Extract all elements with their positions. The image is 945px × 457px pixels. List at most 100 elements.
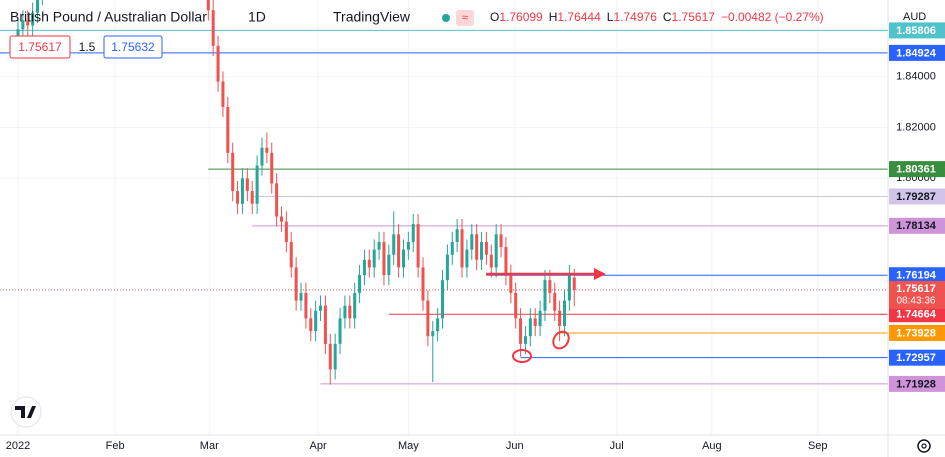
candle-body [206,0,210,11]
candle-body [294,267,298,301]
candle-body [450,241,454,255]
candle-body [216,45,220,82]
level-label-box [889,306,945,323]
buy-button[interactable] [103,35,163,59]
candle-body [382,241,386,276]
ohlc-value: 1.74976 [613,10,657,24]
candle-body [470,234,474,250]
candle-body [21,20,25,30]
sell-price: 1.75617 [18,40,62,54]
spread: 1.5 [79,40,96,54]
y-tick-label: 1.82000 [896,121,936,133]
current-price-label: 1.75617 [896,283,936,295]
candle-body [333,343,337,370]
candle-body [548,280,552,293]
candle-body [236,191,240,204]
circle-marker [512,349,532,363]
candle-body [231,152,235,192]
candle-body [401,249,405,268]
candle-body [406,241,410,250]
candle-body [211,10,215,46]
candle-body [528,318,532,337]
candle-body [509,275,513,293]
x-tick-label: Aug [702,440,722,452]
level-label: 1.84924 [896,47,937,59]
candle-body [289,241,293,268]
grid [0,0,888,435]
circle-marker [552,330,570,350]
x-tick-label: 2022 [6,440,30,452]
candle-body [543,280,547,311]
candle-body [338,318,342,344]
candle-body [519,318,523,344]
candle-body [572,277,576,290]
level-label-box [889,161,945,178]
currency: AUD [903,11,926,23]
candle-body [421,267,425,301]
candle-body [387,254,391,276]
candle-body [328,343,332,370]
x-tick-label: Apr [310,440,327,452]
candle-body [245,178,249,192]
level-label-box [889,217,945,234]
x-tick-label: Sep [808,440,828,452]
ohlc-key: O [490,10,499,24]
ohlc-value: 1.75617 [672,10,716,24]
candle-body [553,292,557,311]
level-label-box [889,44,945,61]
ohlc-key: L [607,10,614,24]
candle-body [221,81,225,107]
candle-body [348,305,352,319]
indicator-icon: ≈ [462,12,468,24]
chart-title: British Pound / Australian Dollar [10,9,207,25]
level-label-box [889,267,945,284]
x-tick-label: Mar [200,440,219,452]
candle-body [465,249,469,268]
candle-body [309,318,313,332]
settings-icon[interactable] [917,439,931,453]
level-label-box [889,375,945,392]
candle-body [353,292,357,319]
indicator-toggle[interactable] [456,10,474,26]
level-label: 1.71928 [896,378,936,390]
x-tick-label: May [398,440,419,452]
candle-body [279,216,284,222]
level-label: 1.74664 [896,309,937,321]
candle-body [436,318,440,332]
candle-body [499,234,503,248]
candle-body [319,305,323,311]
candle-body [240,178,244,204]
candle-body [323,305,327,344]
candle-body [538,310,542,327]
level-label: 1.76194 [896,270,937,282]
candle-body [250,191,254,204]
candle-body [504,247,508,276]
candle-body [314,310,318,332]
candle-body [480,241,484,260]
candle-body [440,280,445,319]
candle-body [358,275,362,293]
level-label-box [889,349,945,366]
sell-button[interactable] [9,35,71,59]
source: TradingView [333,9,411,25]
level-label-box [889,22,945,39]
candle-body [484,241,488,255]
level-label-box [889,324,945,341]
buy-price: 1.75632 [111,40,155,54]
candle-body [411,224,415,242]
candle-body [26,20,30,26]
candle-body [16,29,20,39]
candle-body [255,165,259,204]
candle-body [367,259,371,268]
level-label-box [889,188,945,205]
level-label: 1.85806 [896,25,936,37]
candle-body [284,221,288,242]
logo [10,396,42,428]
candle-body [416,224,420,268]
ohlc-legend: O1.76099 H1.76444 L1.74976 C1.75617 −0.00482… [490,10,824,24]
candle-body [523,336,527,344]
status-dot [442,14,450,22]
